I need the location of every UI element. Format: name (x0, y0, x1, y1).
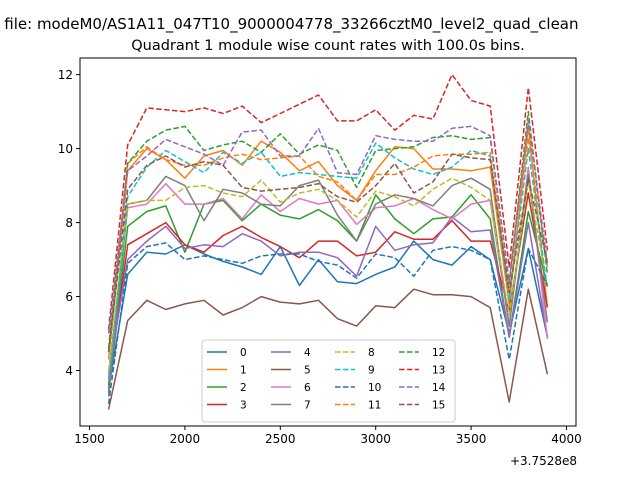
x-tick-label: 1500 (74, 432, 105, 446)
series-line-12 (107, 110, 549, 349)
legend-label-5: 5 (304, 365, 311, 377)
legend-label-11: 11 (368, 400, 381, 412)
legend-label-4: 4 (304, 347, 311, 359)
series-line-8 (107, 177, 549, 371)
legend-label-12: 12 (432, 347, 445, 359)
legend-label-0: 0 (240, 347, 247, 359)
plot-frame (79, 57, 577, 427)
x-offset-label: +3.7528e8 (510, 454, 577, 468)
series-line-5 (107, 288, 549, 410)
series-line-13 (107, 73, 549, 330)
series-line-3 (107, 192, 549, 386)
legend-label-7: 7 (304, 400, 311, 412)
legend-label-3: 3 (240, 400, 247, 412)
series-line-7 (107, 173, 549, 397)
y-tick-label: 6 (65, 290, 73, 304)
legend-label-13: 13 (432, 365, 445, 377)
legend-label-6: 6 (304, 382, 311, 394)
y-tick-label: 8 (65, 216, 73, 230)
series-line-9 (107, 142, 549, 382)
legend-label-1: 1 (240, 365, 247, 377)
x-tick-label: 2500 (265, 432, 296, 446)
y-tick-label: 10 (58, 142, 73, 156)
series-line-14 (107, 120, 549, 334)
series-line-10 (107, 242, 549, 404)
legend-label-2: 2 (240, 382, 247, 394)
legend-label-10: 10 (368, 382, 381, 394)
legend-label-15: 15 (432, 400, 445, 412)
series-line-4 (107, 216, 549, 375)
legend-label-9: 9 (368, 365, 375, 377)
x-tick-label: 3500 (456, 432, 487, 446)
y-tick-label: 4 (65, 364, 73, 378)
series-line-1 (107, 125, 549, 360)
x-tick-label: 3000 (360, 432, 391, 446)
x-tick-label: 2000 (170, 432, 201, 446)
chart-title: Quadrant 1 module wise count rates with … (131, 38, 525, 54)
series-line-15 (107, 153, 549, 353)
legend-label-14: 14 (432, 382, 446, 394)
x-tick-label: 4000 (551, 432, 582, 446)
series-line-6 (107, 166, 549, 378)
series-layer (107, 73, 549, 410)
series-line-11 (107, 136, 549, 353)
y-tick-label: 12 (58, 68, 73, 82)
legend-label-8: 8 (368, 347, 375, 359)
legend-box (201, 339, 456, 423)
figure-suptitle: n file: modeM0/AS1A11_047T10_9000004778_… (0, 15, 579, 33)
